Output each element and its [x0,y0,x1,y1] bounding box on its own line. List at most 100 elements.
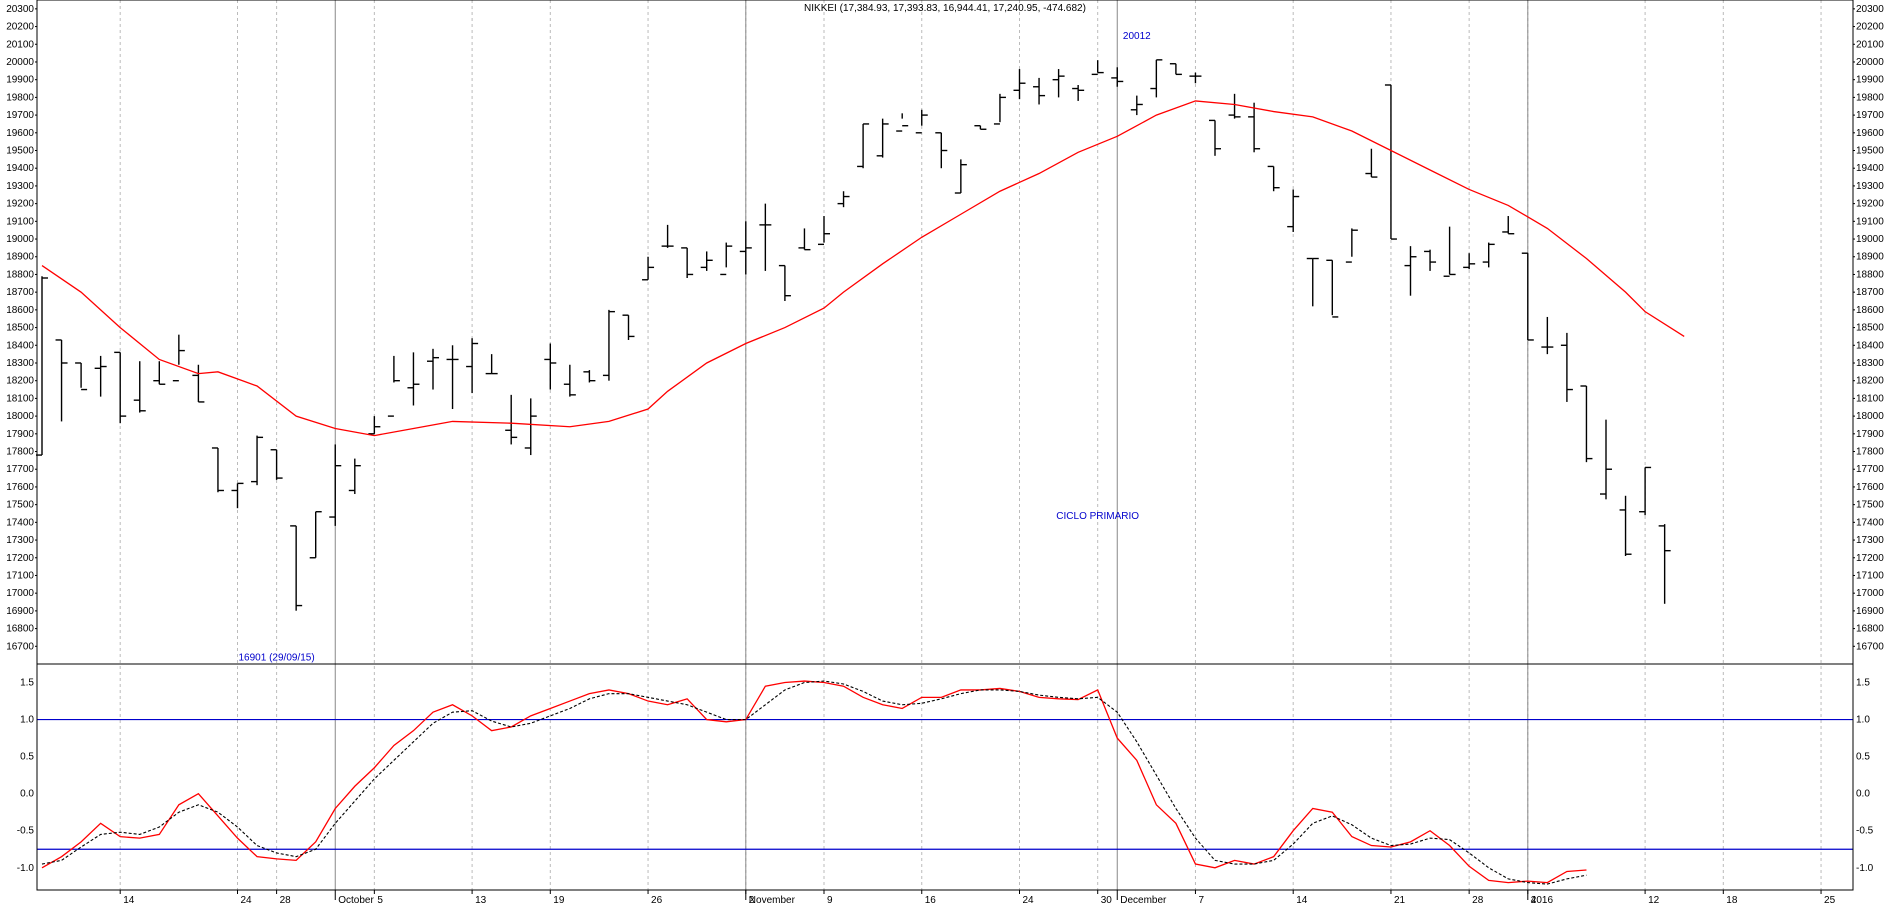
x-tick-label: 28 [1472,895,1484,906]
ohlc-bar [915,109,928,134]
ohlc-bar [739,221,752,275]
y-tick-label-right: 17700 [1856,464,1884,475]
y-tick-label-right: 18700 [1856,287,1884,298]
ohlc-bar [1580,385,1593,463]
ohlc-bar [993,93,1006,125]
ohlc-bar [583,370,596,383]
ohlc-bar [1130,95,1143,116]
y-tick-label-left: 19900 [6,75,34,86]
y-tick-label-left: 19200 [6,199,34,210]
x-tick-label: 9 [827,895,833,906]
chart-frame [36,0,1854,891]
ohlc-bar [1482,242,1495,268]
ohlc-bar [837,191,850,208]
ohlc-bar [1443,226,1456,277]
chart-title: NIKKEI (17,384.93, 17,393.83, 16,944.41,… [804,3,1086,14]
y-tick-label-left: 18200 [6,376,34,387]
ohlc-bar [1091,60,1104,76]
osc-y-tick-label-right: 1.0 [1856,715,1870,726]
y-tick-label-right: 16900 [1856,606,1884,617]
oscillator-series [41,680,1587,885]
ohlc-bar [172,334,185,382]
ohlc-bar [114,351,127,424]
y-tick-label-right: 19300 [1856,181,1884,192]
y-tick-label-left: 17500 [6,500,34,511]
x-month-label: December [1120,895,1167,906]
ohlc-bar [1619,495,1632,556]
x-tick-label: 19 [553,895,565,906]
x-month-label: October [338,895,374,906]
y-tick-label-left: 17700 [6,464,34,475]
ohlc-bar [329,444,342,526]
y-tick-label-left: 19600 [6,128,34,139]
ohlc-bar [1424,249,1437,271]
x-tick-label: 2 [749,895,755,906]
ohlc-bar [1013,69,1026,100]
y-tick-label-right: 19400 [1856,163,1884,174]
y-tick-label-left: 20300 [6,4,34,15]
ohlc-bar [1365,148,1378,178]
x-tick-label: 16 [925,895,937,906]
y-tick-label-right: 17900 [1856,429,1884,440]
moving-average [41,100,1685,437]
osc-y-tick-label-right: 0.0 [1856,789,1870,800]
x-tick-label: 24 [241,895,253,906]
y-tick-label-left: 17400 [6,517,34,528]
ohlc-bar [1463,253,1476,270]
y-tick-label-left: 17000 [6,588,34,599]
ohlc-bar [368,416,381,435]
y-tick-label-right: 18500 [1856,323,1884,334]
ohlc-bar [505,394,518,445]
y-tick-label-right: 18800 [1856,269,1884,280]
y-tick-label-left: 20000 [6,57,34,68]
y-tick-label-left: 18900 [6,252,34,263]
y-tick-label-left: 16900 [6,606,34,617]
y-tick-label-left: 19000 [6,234,34,245]
y-tick-label-right: 19200 [1856,199,1884,210]
osc-y-tick-label-right: 1.5 [1856,678,1870,689]
ohlc-bar [466,338,479,394]
y-tick-label-left: 20100 [6,39,34,50]
ohlc-bar [1326,259,1339,318]
ohlc-bar [407,352,420,406]
annotations: 20012 CICLO PRIMARIO 16901 (29/09/15) [239,31,1152,664]
ohlc-bar [642,256,655,281]
x-month-label: November [749,895,796,906]
ohlc-bars [36,59,1671,611]
y-tick-label-right: 20000 [1856,57,1884,68]
ohlc-bar [720,242,733,276]
ohlc-bar [1267,165,1280,192]
y-tick-label-left: 17900 [6,429,34,440]
ohlc-bar [876,118,889,158]
osc-y-tick-label-left: -0.5 [17,826,35,837]
x-tick-label: 4 [1531,895,1537,906]
y-tick-label-left: 18000 [6,411,34,422]
x-tick-label: 24 [1023,895,1035,906]
x-tick-label: 14 [1296,895,1308,906]
ohlc-bar [1052,69,1065,98]
ohlc-bar [348,458,361,495]
ohlc-bar [1306,257,1319,307]
ohlc-bar [446,345,459,410]
ohlc-bar [798,228,811,251]
y-tick-label-left: 17300 [6,535,34,546]
osc-y-tick-label-right: 0.5 [1856,752,1870,763]
y-tick-label-left: 16700 [6,641,34,652]
y-tick-label-left: 19400 [6,163,34,174]
y-tick-label-right: 17600 [1856,482,1884,493]
chart-annotation: CICLO PRIMARIO [1056,511,1139,522]
y-tick-label-right: 20200 [1856,22,1884,33]
ohlc-bar [896,113,909,132]
osc-y-tick-label-left: -1.0 [17,863,35,874]
ohlc-bar [935,132,948,169]
x-tick-label: 12 [1648,895,1660,906]
y-tick-label-right: 19100 [1856,216,1884,227]
ohlc-bar [1248,102,1261,153]
y-tick-label-left: 17200 [6,553,34,564]
ohlc-bar [1189,72,1202,84]
y-tick-label-right: 20300 [1856,4,1884,15]
ohlc-bar [1111,67,1124,87]
ohlc-bar [974,125,987,130]
y-tick-label-left: 18500 [6,323,34,334]
ohlc-bar [1150,59,1163,98]
